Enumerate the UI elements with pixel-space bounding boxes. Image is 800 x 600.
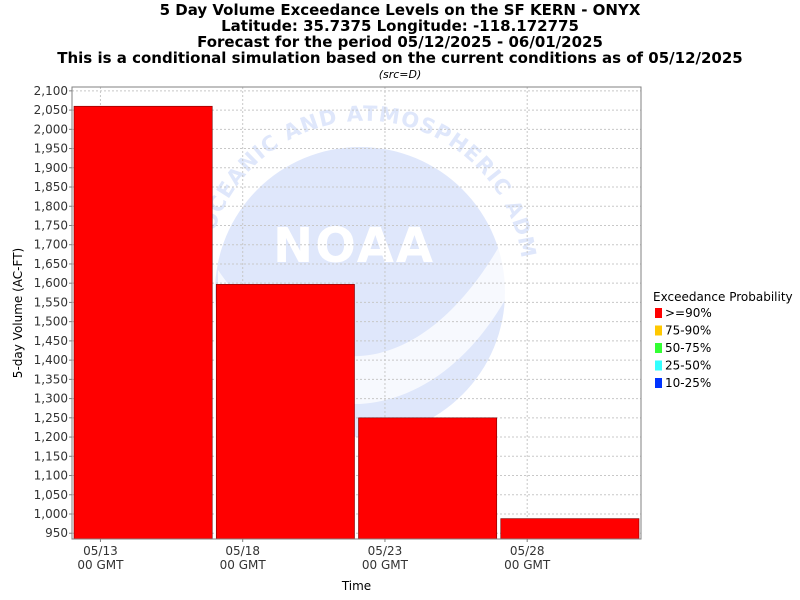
legend-swatch <box>655 325 662 336</box>
y-tick-label: 1,250 <box>34 411 68 425</box>
legend-swatch <box>655 308 662 318</box>
y-tick-label: 1,850 <box>34 180 68 194</box>
plot-border <box>71 86 642 540</box>
y-tick-label: 1,350 <box>34 372 68 386</box>
y-tick-label: 1,700 <box>34 238 68 252</box>
y-tick-label: 1,200 <box>34 430 68 444</box>
legend-swatch <box>655 360 662 371</box>
chart-title-line-2: Latitude: 35.7375 Longitude: -118.172775 <box>221 17 579 35</box>
y-tick-label: 1,150 <box>34 449 68 463</box>
y-tick-label: 1,900 <box>34 161 68 175</box>
legend-title: Exceedance Probability <box>653 290 793 304</box>
bar-2 <box>215 284 355 540</box>
y-tick-label: 1,600 <box>34 276 68 290</box>
legend: Exceedance Probability >=90% 75-90% 50-75% 2… <box>653 290 793 390</box>
y-tick-label: 2,050 <box>34 103 68 117</box>
y-tick-label: 1,100 <box>34 469 68 483</box>
y-tick-label: 1,050 <box>34 488 68 502</box>
x-tick-sublabel: 00 GMT <box>504 558 551 572</box>
x-tick-sublabel: 00 GMT <box>77 558 124 572</box>
y-tick-label: 1,800 <box>34 199 68 213</box>
chart-title-line-4: This is a conditional simulation based o… <box>57 49 743 67</box>
y-tick-label: 2,000 <box>34 122 68 136</box>
legend-swatch <box>655 378 662 388</box>
y-axis-label: 5-day Volume (AC-FT) <box>11 248 25 378</box>
y-tick-label: 2,100 <box>34 84 68 98</box>
legend-item-label: 50-75% <box>665 341 711 355</box>
legend-item-label: 75-90% <box>665 324 711 338</box>
watermark-logo-text: NOAA <box>273 218 435 274</box>
legend-item-label: 10-25% <box>665 376 711 390</box>
y-tick-label: 1,400 <box>34 353 68 367</box>
bar-1 <box>73 105 213 540</box>
y-tick-label: 1,750 <box>34 218 68 232</box>
legend-swatch <box>655 343 662 353</box>
x-tick-sublabel: 00 GMT <box>220 558 267 572</box>
y-tick-label: 950 <box>45 526 68 540</box>
x-tick-sublabel: 00 GMT <box>362 558 409 572</box>
x-tick-label: 05/13 <box>83 544 118 558</box>
y-tick-label: 1,500 <box>34 315 68 329</box>
bar-4 <box>500 518 640 540</box>
x-axis-label: Time <box>341 579 371 593</box>
x-tick-label: 05/18 <box>225 544 260 558</box>
chart-title-line-1: 5 Day Volume Exceedance Levels on the SF… <box>159 1 641 19</box>
chart-subtitle: (src=D) <box>378 68 422 81</box>
legend-item-label: 25-50% <box>665 359 711 373</box>
chart-title-line-3: Forecast for the period 05/12/2025 - 06/… <box>197 33 603 51</box>
y-tick-label: 1,550 <box>34 295 68 309</box>
y-tick-label: 1,300 <box>34 392 68 406</box>
x-tick-label: 05/28 <box>510 544 545 558</box>
y-tick-label: 1,450 <box>34 334 68 348</box>
y-tick-label: 1,650 <box>34 257 68 271</box>
y-tick-label: 1,950 <box>34 142 68 156</box>
legend-item-label: >=90% <box>665 306 712 320</box>
x-tick-label: 05/23 <box>368 544 403 558</box>
y-tick-label: 1,000 <box>34 507 68 521</box>
bar-3 <box>358 417 498 540</box>
